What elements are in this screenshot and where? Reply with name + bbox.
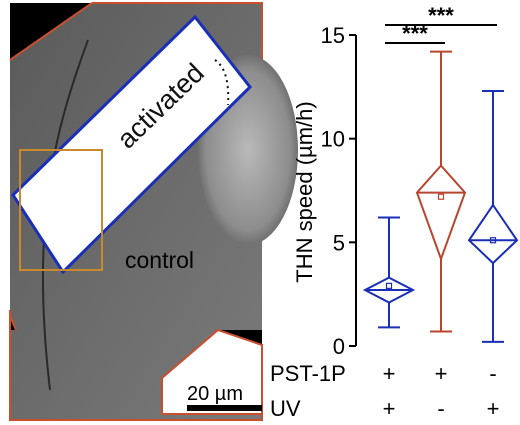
box-body (362, 276, 416, 304)
activated-region-box (11, 14, 253, 275)
condition-value: + (383, 361, 396, 386)
chart-panel: THN speed (µm/h) 0 5 10 15 ****** PST-1P + + -… (270, 3, 519, 421)
roi-box (19, 149, 103, 271)
dotted-arc (214, 59, 230, 106)
mean-marker (489, 237, 497, 244)
box-body (415, 164, 467, 262)
box-body (467, 203, 519, 265)
y-tick-label: 0 (333, 334, 345, 359)
condition-value: + (435, 361, 448, 386)
mean-marker (385, 282, 393, 289)
y-tick-label: 10 (321, 127, 345, 152)
condition-value: + (383, 396, 396, 421)
box-group (415, 50, 467, 333)
mean-marker (437, 193, 445, 200)
condition-row-label: UV (270, 396, 301, 421)
condition-value: - (437, 396, 444, 421)
condition-row-label: PST-1P (270, 361, 346, 386)
condition-value: + (487, 396, 500, 421)
control-label: control (125, 247, 194, 273)
scale-bar-box (161, 328, 263, 415)
condition-table: PST-1P + + - UV + - + (270, 361, 499, 421)
scale-bar-label: 20 µm (187, 383, 243, 405)
scale-bar (187, 405, 262, 411)
significance-label: *** (428, 3, 454, 28)
box-group (467, 89, 519, 343)
box-plots (362, 50, 519, 343)
y-axis-label: THN speed (µm/h) (292, 101, 317, 282)
y-tick-label: 15 (321, 23, 345, 48)
condition-value: - (489, 361, 496, 386)
micrograph-panel: activated control 20 µm (9, 2, 298, 421)
y-tick-label: 5 (333, 230, 345, 255)
box-group (362, 216, 416, 329)
significance-group: ****** (385, 3, 497, 46)
y-ticks: 0 5 10 15 (321, 23, 356, 359)
